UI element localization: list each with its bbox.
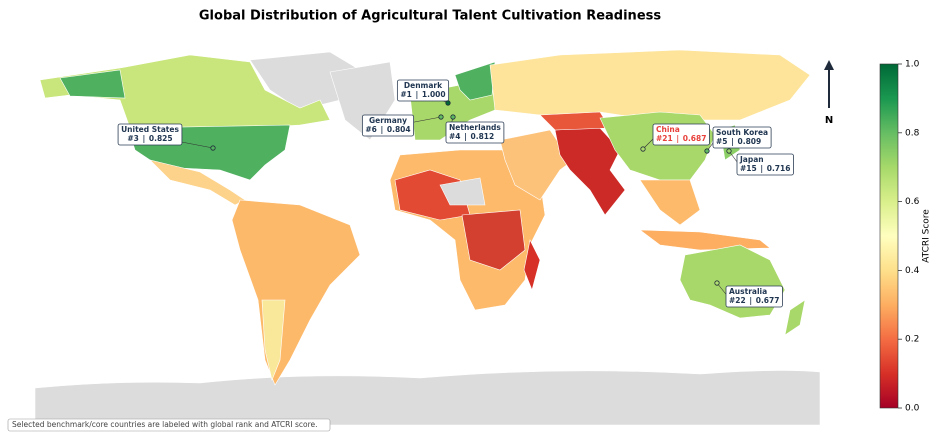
rank-label: #5 <box>716 137 728 146</box>
country-marker <box>726 148 732 154</box>
label-box <box>445 121 505 144</box>
rank-label: #4 <box>449 132 461 141</box>
label-box <box>652 123 710 146</box>
country-label: Australia <box>729 287 767 296</box>
country-marker <box>704 148 710 154</box>
annotation: South Korea#5 0.809 <box>706 126 772 152</box>
colorbar-tick-label: 0.4 <box>905 266 920 276</box>
country-marker <box>438 114 444 120</box>
label-box <box>396 79 450 102</box>
chart-title: Global Distribution of Agricultural Tale… <box>199 9 661 24</box>
score-label: 0.716 <box>767 164 791 173</box>
rank-label: #6 <box>365 125 377 134</box>
score-label: 0.809 <box>738 137 762 146</box>
score-label: 0.804 <box>387 125 411 134</box>
score-label: 1.000 <box>422 90 446 99</box>
north-arrow: N <box>824 60 834 126</box>
footnote: Selected benchmark/core countries are la… <box>12 420 318 429</box>
country-label: Japan <box>739 155 764 164</box>
footnote-box <box>7 418 331 432</box>
country-label: South Korea <box>716 128 768 137</box>
country-marker <box>210 145 216 151</box>
label-box <box>725 285 783 308</box>
colorbar-tick-label: 0.2 <box>905 335 919 345</box>
colorbar-tick-label: 1.0 <box>905 60 920 70</box>
label-box <box>736 153 794 176</box>
score-label: 0.677 <box>756 296 780 305</box>
north-label: N <box>825 115 833 126</box>
country-label: Netherlands <box>449 123 501 132</box>
country-label: China <box>656 125 680 134</box>
country-marker <box>450 114 456 120</box>
country-label: Denmark <box>404 81 443 90</box>
colorbar-tick-label: 0.8 <box>905 128 920 138</box>
score-label: 0.687 <box>683 134 707 143</box>
annotation: China#21 0.687 <box>642 123 710 150</box>
rank-label: #3 <box>127 134 139 143</box>
country-label: Germany <box>369 116 407 125</box>
country-marker <box>640 146 646 152</box>
score-label: 0.825 <box>149 134 173 143</box>
label-box <box>117 123 183 146</box>
score-label: 0.812 <box>471 132 495 141</box>
label-box <box>361 114 415 137</box>
rank-label: #1 <box>400 90 412 99</box>
country-marker <box>445 100 451 106</box>
colorbar-label: ATCRI Score <box>922 209 932 263</box>
annotation: Australia#22 0.677 <box>716 282 783 308</box>
colorbar-tick-label: 0.0 <box>905 404 920 414</box>
annotation: Japan#15 0.716 <box>728 150 794 176</box>
country-marker <box>714 280 720 286</box>
colorbar <box>879 63 899 409</box>
annotation: United States#3 0.825 <box>117 123 214 149</box>
country-label: United States <box>121 125 179 134</box>
annotation: Netherlands#4 0.812 <box>445 116 505 144</box>
rank-label: #15 <box>740 164 757 173</box>
colorbar-tick-label: 0.6 <box>905 197 920 207</box>
basemap <box>34 49 821 426</box>
label-box <box>712 126 772 149</box>
annotation: Denmark#1 1.000 <box>396 79 450 104</box>
annotation: Germany#6 0.804 <box>361 114 442 137</box>
rank-label: #21 <box>656 134 673 143</box>
rank-label: #22 <box>729 296 746 305</box>
